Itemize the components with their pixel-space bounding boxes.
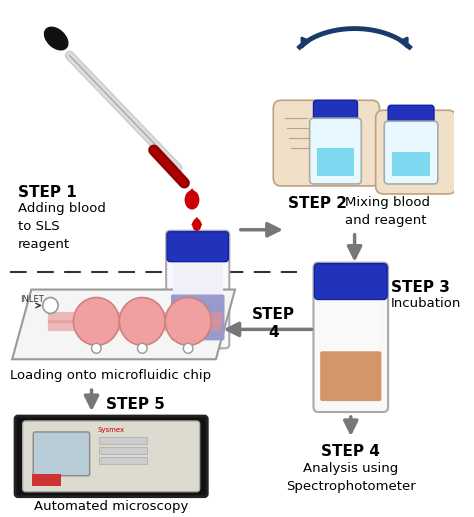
Text: STEP 5: STEP 5 [106,397,165,412]
Text: Automated microscopy: Automated microscopy [34,500,188,513]
FancyBboxPatch shape [167,232,228,262]
FancyBboxPatch shape [376,110,456,194]
FancyBboxPatch shape [15,416,207,497]
Ellipse shape [185,191,199,209]
Bar [99,457,147,464]
Circle shape [183,343,193,353]
FancyBboxPatch shape [33,432,90,476]
Text: Analysis using
Spectrophotometer: Analysis using Spectrophotometer [286,462,416,493]
FancyBboxPatch shape [273,100,380,186]
Text: Sysmex: Sysmex [97,427,124,433]
FancyBboxPatch shape [314,264,387,299]
Ellipse shape [193,219,201,230]
FancyBboxPatch shape [23,421,200,492]
FancyBboxPatch shape [388,105,434,131]
Bar [32,474,61,486]
FancyBboxPatch shape [313,100,357,128]
Bar [322,294,380,353]
Bar [99,437,147,444]
FancyBboxPatch shape [320,351,382,401]
Circle shape [137,343,147,353]
Text: STEP
4: STEP 4 [252,308,295,340]
FancyBboxPatch shape [313,263,388,412]
Text: Incubation: Incubation [391,297,461,310]
FancyBboxPatch shape [310,118,361,184]
Circle shape [73,297,119,345]
Text: STEP 3: STEP 3 [391,280,450,295]
Bar [317,148,354,176]
Polygon shape [192,218,201,225]
Circle shape [43,297,58,313]
Bar [392,152,430,176]
Bar [173,256,223,297]
FancyBboxPatch shape [171,295,225,340]
Text: Adding blood
to SLS
reagent: Adding blood to SLS reagent [18,202,106,251]
Circle shape [91,343,101,353]
Circle shape [165,297,211,345]
FancyBboxPatch shape [384,121,438,184]
FancyBboxPatch shape [166,231,229,348]
Bar [99,447,147,454]
Text: STEP 1: STEP 1 [18,185,77,200]
Text: STEP 2: STEP 2 [288,196,346,211]
Circle shape [119,297,165,345]
Text: STEP 4: STEP 4 [321,444,380,459]
Polygon shape [12,290,235,359]
Ellipse shape [45,27,68,50]
Text: Loading onto microfluidic chip: Loading onto microfluidic chip [10,369,211,382]
Polygon shape [186,189,198,200]
Text: Mixing blood
and reagent: Mixing blood and reagent [345,196,430,227]
Text: INLET: INLET [20,295,44,303]
